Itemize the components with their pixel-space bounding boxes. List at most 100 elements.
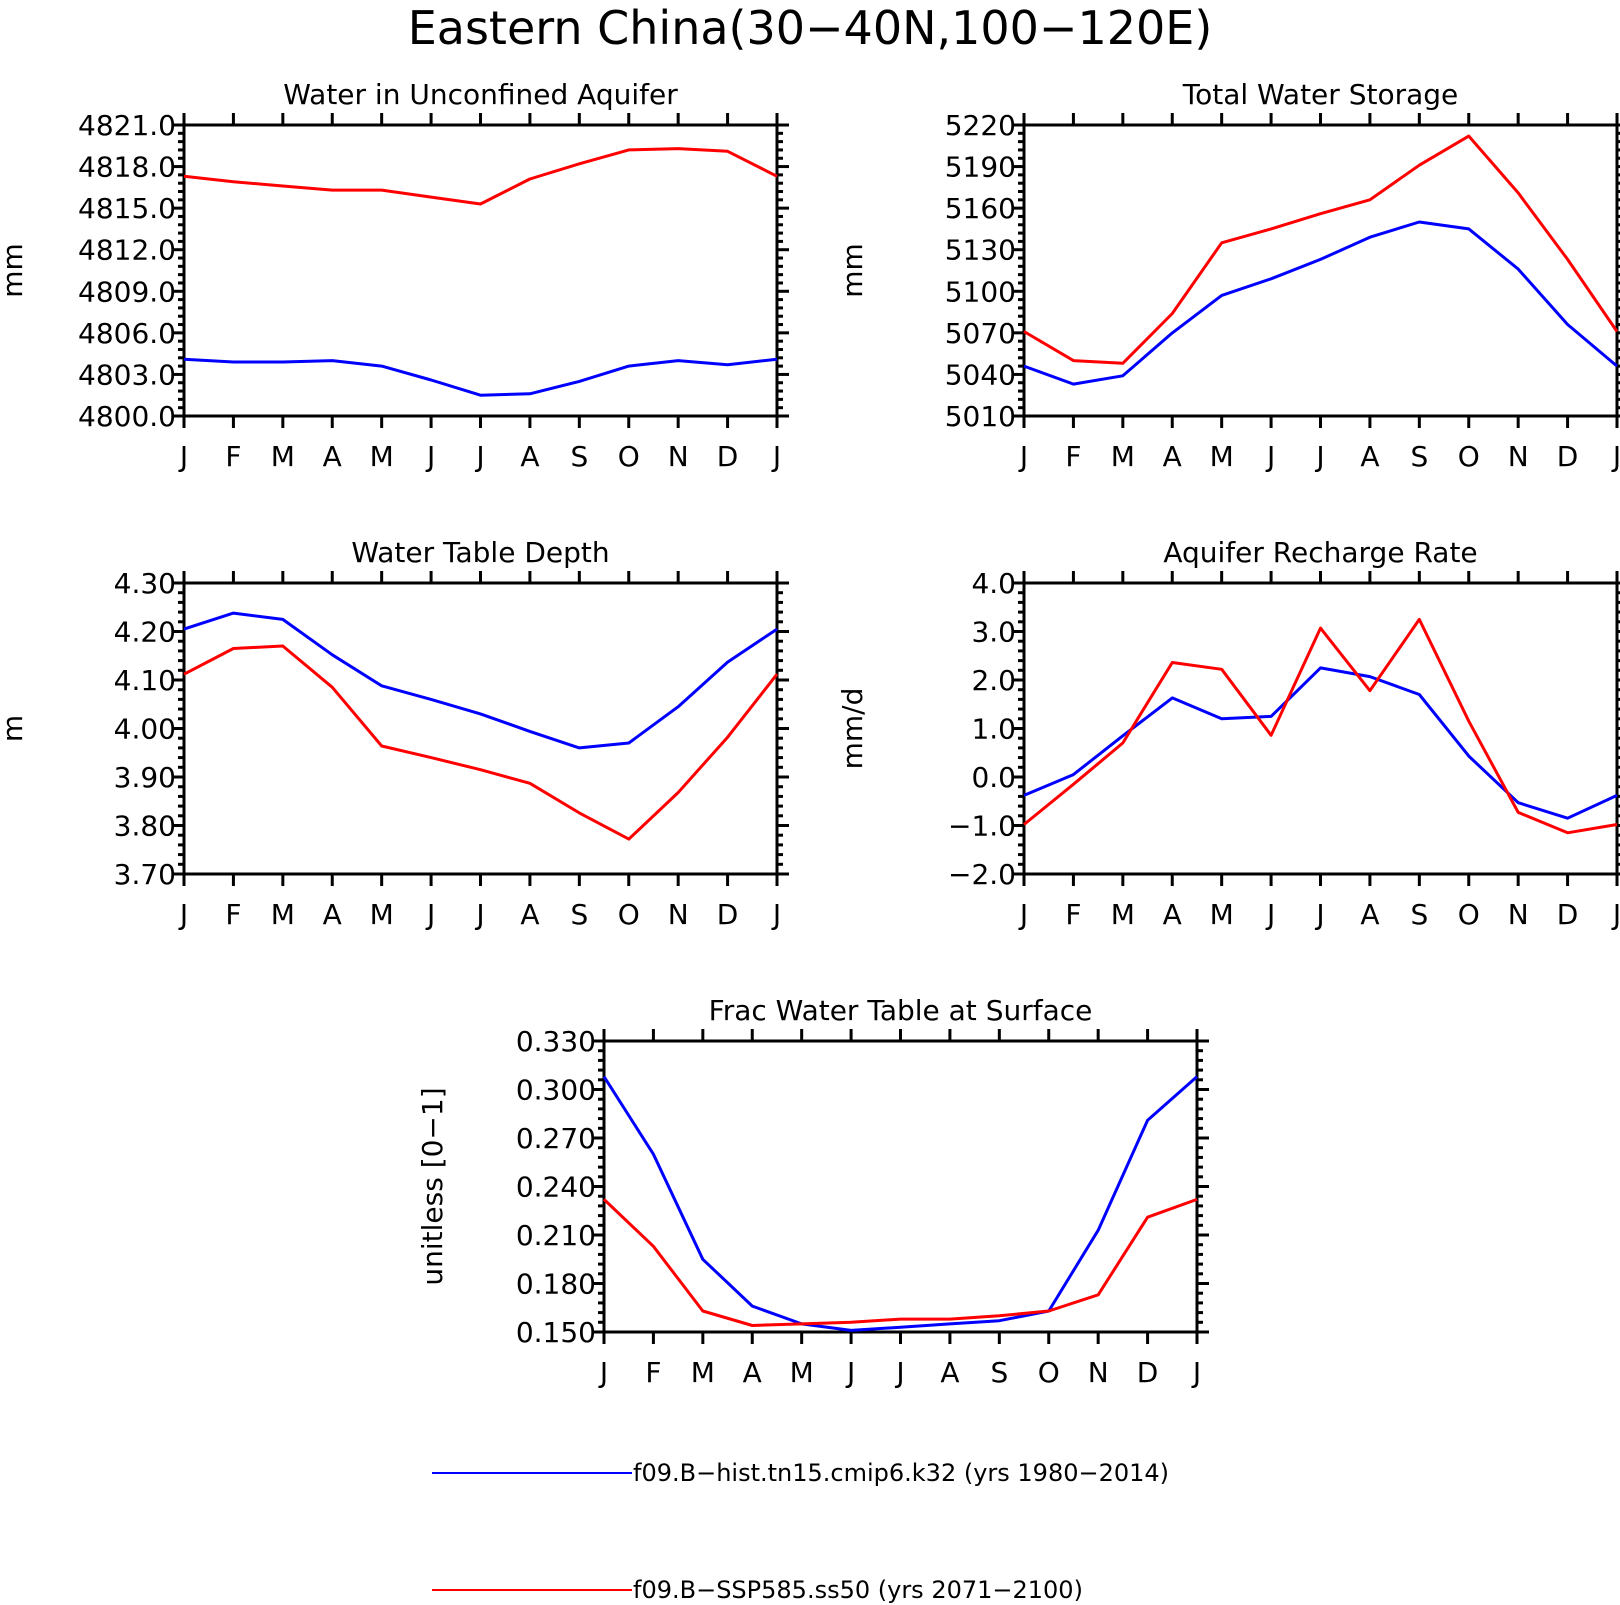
y-axis-label: mm/d [836, 688, 869, 770]
y-tick-label: 4.20 [114, 616, 176, 649]
x-tick-label: A [1360, 898, 1379, 931]
x-tick-label: A [743, 1356, 762, 1389]
panel-title: Water in Unconfined Aquifer [283, 78, 678, 111]
panels: Water in Unconfined Aquifer 4800.0 4803.0 4… [0, 78, 1620, 1389]
panel-title: Water Table Depth [351, 536, 609, 569]
x-tick-label: O [618, 440, 640, 473]
panel-title: Frac Water Table at Surface [709, 994, 1093, 1027]
x-tick-label: N [1088, 1356, 1109, 1389]
x-tick-label: A [1163, 898, 1182, 931]
x-tick-label: M [271, 440, 295, 473]
y-tick-label: 0.270 [516, 1122, 596, 1155]
x-tick-label: M [271, 898, 295, 931]
x-tick-label: O [1458, 440, 1480, 473]
x-tick-label: S [1410, 440, 1428, 473]
x-tick-label: O [1458, 898, 1480, 931]
y-axis-label: m [0, 715, 29, 742]
x-tick-label: F [1065, 898, 1081, 931]
y-tick-label: 4803.0 [78, 358, 176, 391]
x-tick-label: N [668, 440, 689, 473]
x-tick-label: F [645, 1356, 661, 1389]
y-tick-label: 5070 [945, 317, 1016, 350]
series-line-ssp585 [1023, 617, 1618, 835]
y-axis-label: mm [0, 243, 29, 298]
y-tick-label: 5190 [945, 151, 1016, 184]
x-tick-label: S [1410, 898, 1428, 931]
x-tick-label: J [474, 898, 484, 931]
series-line-ssp585 [183, 644, 779, 841]
y-tick-label: 0.180 [516, 1268, 596, 1301]
x-tick-label: A [1163, 440, 1182, 473]
x-tick-label: D [1137, 1356, 1159, 1389]
x-tick-label: M [1210, 898, 1234, 931]
panel-title: Total Water Storage [1182, 78, 1459, 111]
x-tick-label: J [845, 1356, 855, 1389]
series-line-hist [602, 1075, 1198, 1332]
x-tick-label: A [520, 898, 539, 931]
plot-frame [182, 123, 779, 418]
x-tick-label: N [1508, 440, 1529, 473]
series-line-hist [183, 611, 778, 750]
x-tick-label: M [691, 1356, 715, 1389]
y-tick-label: 5160 [945, 192, 1016, 225]
chart-panel-1: Water in Unconfined Aquifer 4800.0 4803.0 4… [0, 78, 789, 473]
y-axis-label: mm [836, 243, 869, 298]
series-line-ssp585 [183, 147, 778, 206]
x-tick-label: M [370, 898, 394, 931]
x-tick-label: J [598, 1356, 608, 1389]
x-tick-label: S [570, 898, 588, 931]
y-tick-label: 3.90 [114, 761, 176, 794]
plot-frame [182, 581, 779, 876]
chart-panel-5: Frac Water Table at Surface 0.150 0.180 0.2… [416, 994, 1209, 1389]
y-tick-label: 4.30 [114, 567, 176, 600]
panel-title: Aquifer Recharge Rate [1163, 536, 1477, 569]
plot-frame [1022, 123, 1619, 418]
y-tick-label: 4821.0 [78, 109, 176, 142]
y-tick-label: −2.0 [948, 858, 1016, 891]
legend-entry: f09.B−SSP585.ss50 (yrs 2071−2100) [432, 1576, 1083, 1604]
x-tick-label: F [1065, 440, 1081, 473]
x-tick-label: S [990, 1356, 1008, 1389]
x-tick-label: A [323, 440, 342, 473]
y-tick-label: 5040 [945, 358, 1016, 391]
y-tick-label: 4.10 [114, 664, 176, 697]
y-tick-label: 0.300 [516, 1074, 596, 1107]
y-tick-label: 5010 [945, 400, 1016, 433]
x-tick-label: S [570, 440, 588, 473]
x-tick-label: J [771, 440, 781, 473]
x-tick-label: J [1314, 440, 1324, 473]
x-tick-label: M [1210, 440, 1234, 473]
x-tick-label: D [1557, 440, 1579, 473]
plot-frame [602, 1039, 1199, 1334]
x-tick-label: A [520, 440, 539, 473]
x-tick-label: M [790, 1356, 814, 1389]
x-tick-label: J [771, 898, 781, 931]
chart-panel-4: Aquifer Recharge Rate −2.0 −1.0 0.0 1.0 2.0 3.… [836, 536, 1620, 931]
x-tick-label: J [894, 1356, 904, 1389]
y-tick-label: 5220 [945, 109, 1016, 142]
x-tick-label: F [225, 898, 241, 931]
x-tick-label: J [1611, 898, 1620, 931]
x-tick-label: J [1018, 440, 1028, 473]
y-tick-label: 4818.0 [78, 151, 176, 184]
x-tick-label: J [1265, 898, 1275, 931]
y-tick-label: 0.240 [516, 1171, 596, 1204]
x-tick-label: J [178, 898, 188, 931]
y-tick-label: 3.0 [971, 616, 1016, 649]
y-tick-label: 1.0 [971, 713, 1016, 746]
x-tick-label: M [370, 440, 394, 473]
y-tick-label: 5130 [945, 234, 1016, 267]
x-tick-label: A [940, 1356, 959, 1389]
y-tick-label: 4800.0 [78, 400, 176, 433]
y-tick-label: 5100 [945, 275, 1016, 308]
series-line-ssp585 [1023, 134, 1619, 365]
x-tick-label: D [717, 898, 739, 931]
x-tick-label: O [618, 898, 640, 931]
x-tick-label: D [717, 440, 739, 473]
x-tick-label: F [225, 440, 241, 473]
x-tick-label: O [1038, 1356, 1060, 1389]
x-tick-label: J [1191, 1356, 1201, 1389]
chart-panel-3: Water Table Depth 3.70 3.80 3.90 4.00 4.10 4.2… [0, 536, 789, 931]
x-tick-label: M [1111, 898, 1135, 931]
